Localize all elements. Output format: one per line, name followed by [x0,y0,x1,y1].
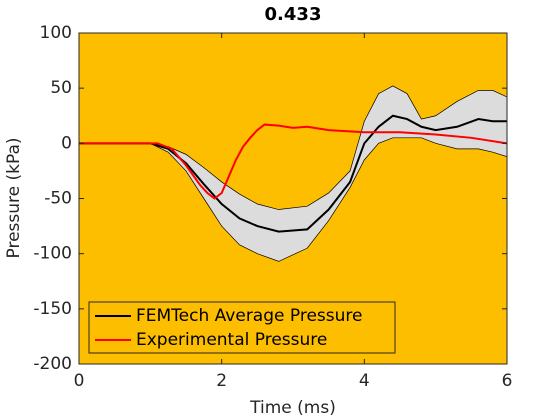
band [79,85,507,262]
legend-box [88,301,396,354]
chart-title: 0.433 [265,4,322,25]
y-tick-label: -200 [33,354,72,374]
x-axis-label: Time (ms) [249,398,336,418]
y-tick-label: 0 [61,133,72,153]
x-tick-label: 6 [502,371,513,391]
x-tick-label: 2 [216,371,227,391]
legend-label: Experimental Pressure [136,330,327,350]
y-tick-label: 50 [50,78,72,98]
legend-label: FEMTech Average Pressure [136,306,362,326]
y-axis-label: Pressure (kPa) [4,137,24,258]
y-tick-label: 100 [40,23,72,43]
line [79,114,507,233]
x-tick-label: 0 [74,371,85,391]
line [79,123,507,200]
y-tick-label: -150 [33,299,72,319]
y-tick-label: -100 [33,244,72,264]
y-tick-label: -50 [44,189,72,209]
x-tick-label: 4 [359,371,370,391]
